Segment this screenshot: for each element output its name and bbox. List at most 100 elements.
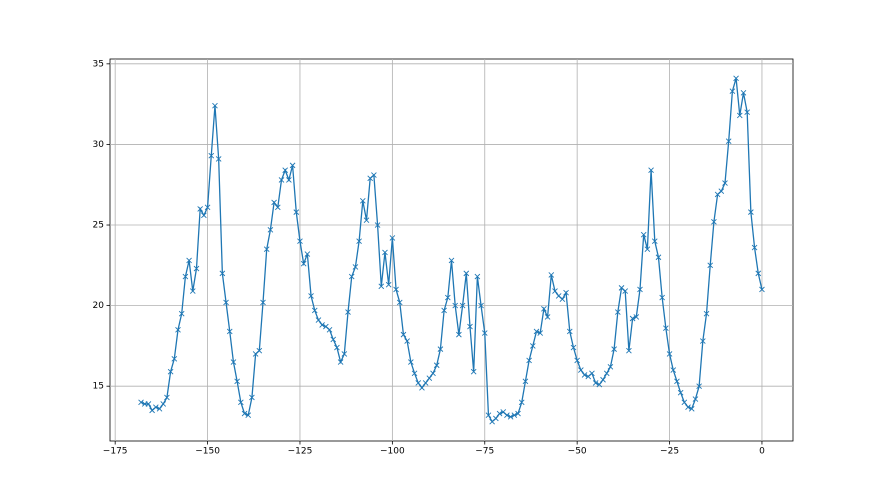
point-marker bbox=[274, 204, 281, 211]
point-marker bbox=[648, 167, 654, 174]
point-marker bbox=[626, 347, 632, 354]
point-marker bbox=[566, 328, 573, 335]
point-marker bbox=[744, 109, 750, 116]
point-marker bbox=[570, 344, 577, 351]
point-marker bbox=[182, 273, 189, 280]
point-marker bbox=[304, 251, 311, 257]
point-marker bbox=[463, 270, 470, 277]
point-marker bbox=[238, 399, 244, 406]
point-marker bbox=[293, 209, 300, 215]
point-marker bbox=[189, 288, 196, 294]
point-marker bbox=[504, 412, 510, 419]
x-tick-label: −75 bbox=[475, 447, 494, 457]
plot-frame bbox=[109, 58, 794, 442]
point-marker bbox=[171, 355, 178, 362]
point-marker bbox=[400, 331, 407, 338]
point-marker bbox=[759, 286, 765, 293]
point-marker bbox=[633, 314, 640, 320]
point-marker bbox=[234, 378, 240, 385]
point-marker bbox=[300, 260, 307, 267]
point-marker bbox=[337, 359, 344, 365]
point-marker bbox=[289, 162, 296, 169]
point-marker bbox=[441, 307, 447, 314]
point-marker bbox=[334, 344, 340, 351]
point-marker bbox=[422, 380, 429, 386]
point-marker bbox=[733, 75, 739, 82]
point-marker bbox=[433, 362, 440, 369]
point-marker bbox=[740, 90, 747, 96]
point-marker bbox=[319, 322, 325, 328]
point-marker bbox=[315, 317, 322, 323]
point-marker bbox=[722, 180, 728, 186]
point-marker bbox=[186, 257, 192, 264]
point-marker bbox=[223, 299, 229, 306]
point-marker bbox=[415, 380, 422, 386]
point-marker bbox=[382, 249, 388, 256]
point-marker bbox=[703, 310, 710, 317]
point-marker bbox=[456, 331, 462, 338]
point-marker bbox=[396, 299, 403, 306]
point-marker bbox=[345, 309, 351, 315]
x-tick-label: −125 bbox=[288, 447, 313, 457]
point-marker bbox=[411, 370, 418, 377]
point-marker bbox=[208, 152, 215, 159]
series-line bbox=[140, 78, 763, 423]
point-marker bbox=[156, 405, 163, 412]
x-tick-label: −50 bbox=[568, 447, 587, 457]
point-marker bbox=[160, 401, 167, 407]
point-marker bbox=[725, 138, 732, 145]
point-marker bbox=[611, 346, 617, 352]
point-marker bbox=[640, 231, 647, 238]
point-marker bbox=[674, 378, 680, 385]
point-marker bbox=[755, 270, 762, 277]
x-tick-label: −25 bbox=[660, 447, 679, 457]
point-marker bbox=[637, 286, 643, 293]
point-marker bbox=[578, 367, 584, 373]
point-marker bbox=[393, 286, 399, 293]
point-marker bbox=[651, 238, 658, 244]
point-marker bbox=[308, 293, 314, 299]
point-marker bbox=[707, 262, 714, 269]
grid bbox=[110, 59, 793, 441]
point-marker bbox=[452, 302, 459, 309]
point-marker bbox=[659, 294, 665, 301]
point-marker bbox=[444, 294, 451, 301]
point-marker bbox=[592, 380, 599, 386]
point-marker bbox=[718, 188, 725, 194]
point-marker bbox=[692, 396, 699, 402]
point-marker bbox=[493, 415, 499, 422]
point-marker bbox=[518, 399, 525, 406]
point-marker bbox=[581, 372, 588, 378]
point-marker bbox=[167, 368, 174, 375]
point-marker bbox=[164, 394, 170, 401]
point-marker bbox=[404, 338, 410, 344]
y-tick-label: 15 bbox=[93, 382, 104, 392]
point-marker bbox=[729, 88, 736, 95]
point-marker bbox=[474, 273, 481, 280]
point-marker bbox=[426, 375, 433, 381]
point-marker bbox=[363, 217, 370, 223]
point-marker bbox=[138, 399, 144, 406]
point-marker bbox=[526, 357, 532, 364]
point-marker bbox=[282, 167, 289, 174]
point-marker bbox=[348, 273, 355, 280]
point-marker bbox=[478, 302, 484, 309]
point-marker bbox=[696, 383, 702, 390]
point-marker bbox=[241, 410, 248, 417]
point-marker bbox=[330, 336, 337, 343]
point-marker bbox=[286, 177, 292, 183]
point-marker bbox=[226, 328, 233, 335]
point-marker bbox=[622, 288, 629, 294]
point-marker bbox=[507, 414, 514, 420]
x-tick-label: −175 bbox=[103, 447, 128, 457]
point-marker bbox=[663, 325, 669, 331]
point-marker bbox=[263, 246, 270, 253]
point-marker bbox=[751, 244, 758, 251]
point-marker bbox=[193, 265, 200, 272]
point-marker bbox=[607, 364, 614, 370]
point-marker bbox=[541, 306, 547, 312]
point-marker bbox=[145, 401, 152, 407]
point-marker bbox=[437, 346, 444, 352]
point-marker bbox=[574, 357, 580, 364]
